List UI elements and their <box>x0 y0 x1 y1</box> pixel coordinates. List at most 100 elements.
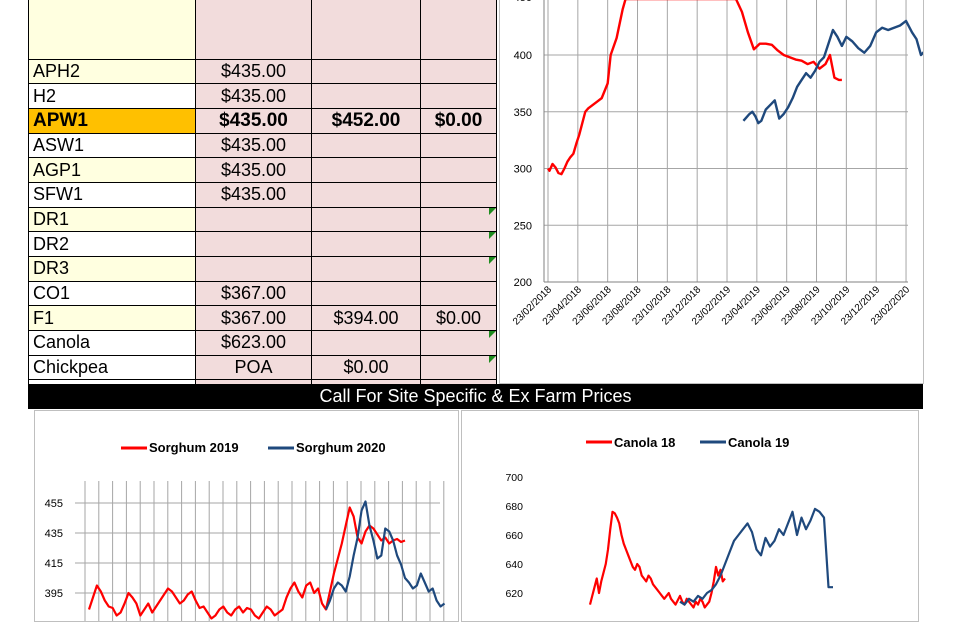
blue-series-line <box>324 500 446 610</box>
price-cell <box>420 354 497 381</box>
table-row: ASW1 $435.00 <box>28 132 497 159</box>
blue-series-line <box>679 507 833 606</box>
price-cell: $435.00 <box>195 83 312 109</box>
comment-flag-icon <box>489 208 496 215</box>
y-tick-label: 300 <box>514 164 532 176</box>
price-cell: $435.00 <box>195 58 312 85</box>
price-cell <box>420 83 497 109</box>
red-series-line <box>546 0 842 176</box>
price-cell <box>311 157 421 183</box>
legend-label: Canola 18 <box>614 435 675 450</box>
y-tick-label: 680 <box>505 501 523 513</box>
price-cell <box>195 0 312 60</box>
price-cell: POA <box>195 354 312 381</box>
grade-cell: DR1 <box>28 206 196 233</box>
blue-series-line <box>742 19 930 125</box>
price-cell: $435.00 <box>195 107 312 134</box>
price-cell <box>420 0 497 60</box>
price-cell: $435.00 <box>195 157 312 183</box>
price-cell: $367.00 <box>195 280 312 307</box>
y-tick-label: 250 <box>514 220 532 232</box>
table-row: APW1 $435.00 $452.00 $0.00 <box>28 107 497 134</box>
price-cell: $435.00 <box>195 181 312 208</box>
grade-cell <box>28 0 196 60</box>
table-row: DR2 <box>28 231 497 257</box>
price-table: APH2 $435.00 H2 $435.00 APW1 $435.00 $452.00 $0… <box>28 0 497 406</box>
y-tick-label: 640 <box>505 559 523 571</box>
price-cell: $452.00 <box>311 107 421 134</box>
price-cell: $0.00 <box>311 354 421 381</box>
legend-label: Sorghum 2020 <box>296 440 386 455</box>
y-tick-label: 395 <box>45 588 63 600</box>
table-row <box>28 0 497 60</box>
table-row: Chickpea POA $0.00 <box>28 354 497 381</box>
comment-flag-icon <box>489 232 496 240</box>
price-cell: $367.00 <box>195 305 312 332</box>
y-tick-label: 200 <box>514 277 532 289</box>
y-tick-label: 455 <box>45 498 63 510</box>
y-tick-label: 450 <box>514 0 532 4</box>
call-banner: Call For Site Specific & Ex Farm Prices <box>28 384 923 409</box>
price-cell <box>311 132 421 159</box>
table-row: DR3 <box>28 256 497 282</box>
y-tick-label: 620 <box>505 588 523 600</box>
price-cell <box>311 330 421 356</box>
price-cell <box>195 231 312 257</box>
price-cell <box>311 58 421 85</box>
comment-flag-icon <box>489 356 496 363</box>
grade-cell: DR3 <box>28 256 196 282</box>
grade-cell: Canola <box>28 330 196 356</box>
y-tick-label: 400 <box>514 50 532 62</box>
price-cell <box>311 181 421 208</box>
price-cell <box>420 256 497 282</box>
legend-label: Sorghum 2019 <box>149 440 239 455</box>
price-cell <box>420 157 497 183</box>
grade-cell: SFW1 <box>28 181 196 208</box>
sorghum-chart: Sorghum 2019 Sorghum 2020 395 415 435 455 <box>45 440 446 626</box>
table-row: DR1 <box>28 206 497 233</box>
grade-cell: H2 <box>28 83 196 109</box>
grade-cell: F1 <box>28 305 196 332</box>
grade-cell: AGP1 <box>28 157 196 183</box>
price-cell <box>311 231 421 257</box>
table-row: H2 $435.00 <box>28 83 497 109</box>
canola-chart-panel: Canola 18 Canola 19 620 640 660 680 700 <box>461 410 919 622</box>
y-tick-label: 700 <box>505 472 523 484</box>
price-cell <box>195 256 312 282</box>
y-tick-label: 350 <box>514 107 532 119</box>
red-series-line <box>588 510 726 609</box>
comment-flag-icon <box>489 257 496 264</box>
table-row: CO1 $367.00 <box>28 280 497 307</box>
table-row: AGP1 $435.00 <box>28 157 497 183</box>
price-cell <box>195 206 312 233</box>
grade-cell: APW1 <box>28 107 196 134</box>
price-cell <box>311 0 421 60</box>
price-cell <box>420 206 497 233</box>
price-cell <box>420 231 497 257</box>
sorghum-chart-panel: Sorghum 2019 Sorghum 2020 395 415 435 455 <box>34 410 459 626</box>
price-cell <box>420 132 497 159</box>
y-tick-label: 415 <box>45 558 63 570</box>
price-cell <box>311 256 421 282</box>
legend-label: Canola 19 <box>728 435 789 450</box>
price-cell <box>420 280 497 307</box>
grade-cell: DR2 <box>28 231 196 257</box>
price-cell: $0.00 <box>420 107 497 134</box>
wheat-price-chart: 20025030035040045023/02/201823/04/201823… <box>511 0 930 328</box>
table-row: APH2 $435.00 <box>28 58 497 85</box>
table-row: Canola $623.00 <box>28 330 497 356</box>
grade-cell: Chickpea <box>28 354 196 381</box>
y-tick-label: 435 <box>45 528 63 540</box>
price-cell: $623.00 <box>195 330 312 356</box>
y-tick-label: 660 <box>505 530 523 542</box>
price-cell: $435.00 <box>195 132 312 159</box>
wheat-price-chart-panel: 20025030035040045023/02/201823/04/201823… <box>499 0 930 384</box>
price-cell <box>420 330 497 356</box>
price-cell <box>311 83 421 109</box>
grade-cell: APH2 <box>28 58 196 85</box>
grade-cell: ASW1 <box>28 132 196 159</box>
price-cell <box>420 58 497 85</box>
table-row: F1 $367.00 $394.00 $0.00 <box>28 305 497 332</box>
price-cell: $394.00 <box>311 305 421 332</box>
price-cell <box>420 181 497 208</box>
